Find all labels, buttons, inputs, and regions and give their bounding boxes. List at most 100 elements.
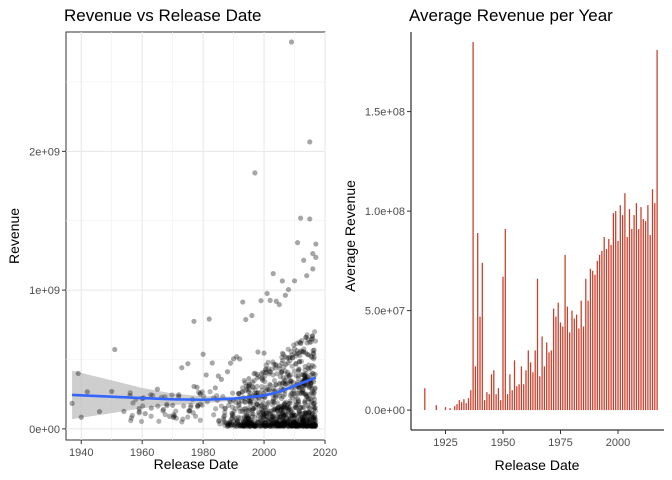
scatter-point xyxy=(233,423,239,429)
scatter-point xyxy=(286,372,292,379)
scatter-point xyxy=(281,423,287,429)
scatter-point xyxy=(247,422,253,428)
scatter-point xyxy=(293,420,300,427)
scatter-point xyxy=(312,423,318,429)
scatter-point xyxy=(269,418,276,424)
scatter-point xyxy=(301,390,307,397)
scatter-point xyxy=(255,349,261,355)
scatter-point xyxy=(249,410,255,417)
scatter-point xyxy=(263,408,270,414)
scatter-plot-panel xyxy=(65,31,326,441)
scatter-point xyxy=(312,400,318,406)
scatter-point xyxy=(221,414,227,420)
scatter-point xyxy=(199,389,205,395)
scatter-point xyxy=(155,403,161,409)
scatter-point xyxy=(288,391,294,397)
scatter-point xyxy=(305,410,312,416)
scatter-point xyxy=(271,414,277,420)
scatter-point xyxy=(246,384,252,390)
scatter-point xyxy=(239,385,246,391)
bar xyxy=(571,310,573,411)
scatter-point xyxy=(293,422,299,429)
scatter-point xyxy=(258,414,264,420)
scatter-point xyxy=(270,402,276,408)
scatter-point xyxy=(246,423,252,429)
scatter-point xyxy=(190,410,196,416)
scatter-point xyxy=(283,412,289,418)
scatter-point xyxy=(281,419,287,426)
scatter-point xyxy=(294,401,300,407)
scatter-point xyxy=(251,378,257,384)
scatter-point xyxy=(194,384,200,390)
scatter-point xyxy=(286,415,292,422)
scatter-point xyxy=(307,414,313,420)
scatter-point xyxy=(308,353,314,359)
scatter-point xyxy=(224,421,231,428)
scatter-point xyxy=(303,423,309,429)
scatter-point xyxy=(310,416,316,422)
scatter-point xyxy=(296,359,302,365)
scatter-point xyxy=(304,332,310,338)
scatter-point xyxy=(276,404,282,410)
scatter-point xyxy=(292,403,299,409)
scatter-point xyxy=(259,423,265,429)
scatter-point xyxy=(290,423,296,429)
scatter-point xyxy=(226,402,232,408)
scatter-point xyxy=(304,351,311,358)
scatter-point xyxy=(292,415,298,421)
scatter-point xyxy=(270,396,277,402)
scatter-point xyxy=(272,365,279,371)
bar xyxy=(617,240,619,411)
bar xyxy=(548,352,550,411)
scatter-point xyxy=(222,413,228,419)
scatter-point xyxy=(274,422,281,429)
scatter-point xyxy=(229,415,235,421)
scatter-chart-title: Revenue vs Release Date xyxy=(64,6,262,25)
scatter-point xyxy=(267,423,273,429)
scatter-point xyxy=(295,368,301,374)
scatter-point xyxy=(148,413,154,419)
scatter-point xyxy=(268,421,275,427)
bar xyxy=(649,234,651,411)
scatter-point xyxy=(312,422,318,428)
bar xyxy=(490,374,493,411)
scatter-point xyxy=(286,374,292,380)
bar xyxy=(467,398,470,411)
scatter-point xyxy=(176,392,182,398)
scatter-point xyxy=(213,406,219,412)
bar xyxy=(587,300,589,411)
scatter-point xyxy=(252,423,258,429)
scatter-point xyxy=(246,415,252,421)
scatter-point xyxy=(279,368,285,375)
scatter-point xyxy=(248,398,254,404)
scatter-point xyxy=(279,422,285,428)
scatter-point xyxy=(252,397,259,403)
bar xyxy=(642,219,644,411)
scatter-point xyxy=(288,422,294,428)
scatter-point xyxy=(209,360,215,366)
scatter-point xyxy=(288,422,295,428)
scatter-point xyxy=(279,423,285,429)
scatter-point xyxy=(226,422,232,428)
scatter-point xyxy=(197,401,203,407)
scatter-point xyxy=(280,404,286,410)
scatter-point xyxy=(308,365,314,371)
scatter-point xyxy=(259,402,265,408)
scatter-point xyxy=(247,422,253,428)
scatter-point xyxy=(290,418,296,424)
scatter-point xyxy=(229,412,235,418)
bar xyxy=(631,229,633,411)
scatter-point xyxy=(253,423,259,429)
bar xyxy=(520,366,523,411)
scatter-point xyxy=(185,414,191,420)
scatter-point xyxy=(249,414,255,420)
scatter-point xyxy=(237,423,243,429)
scatter-point xyxy=(279,395,285,402)
scatter-point xyxy=(237,408,243,414)
scatter-point xyxy=(259,420,265,426)
scatter-point xyxy=(292,420,298,426)
scatter-point xyxy=(308,423,314,429)
scatter-point xyxy=(262,423,268,429)
scatter-point xyxy=(300,387,306,393)
scatter-point xyxy=(228,422,235,428)
